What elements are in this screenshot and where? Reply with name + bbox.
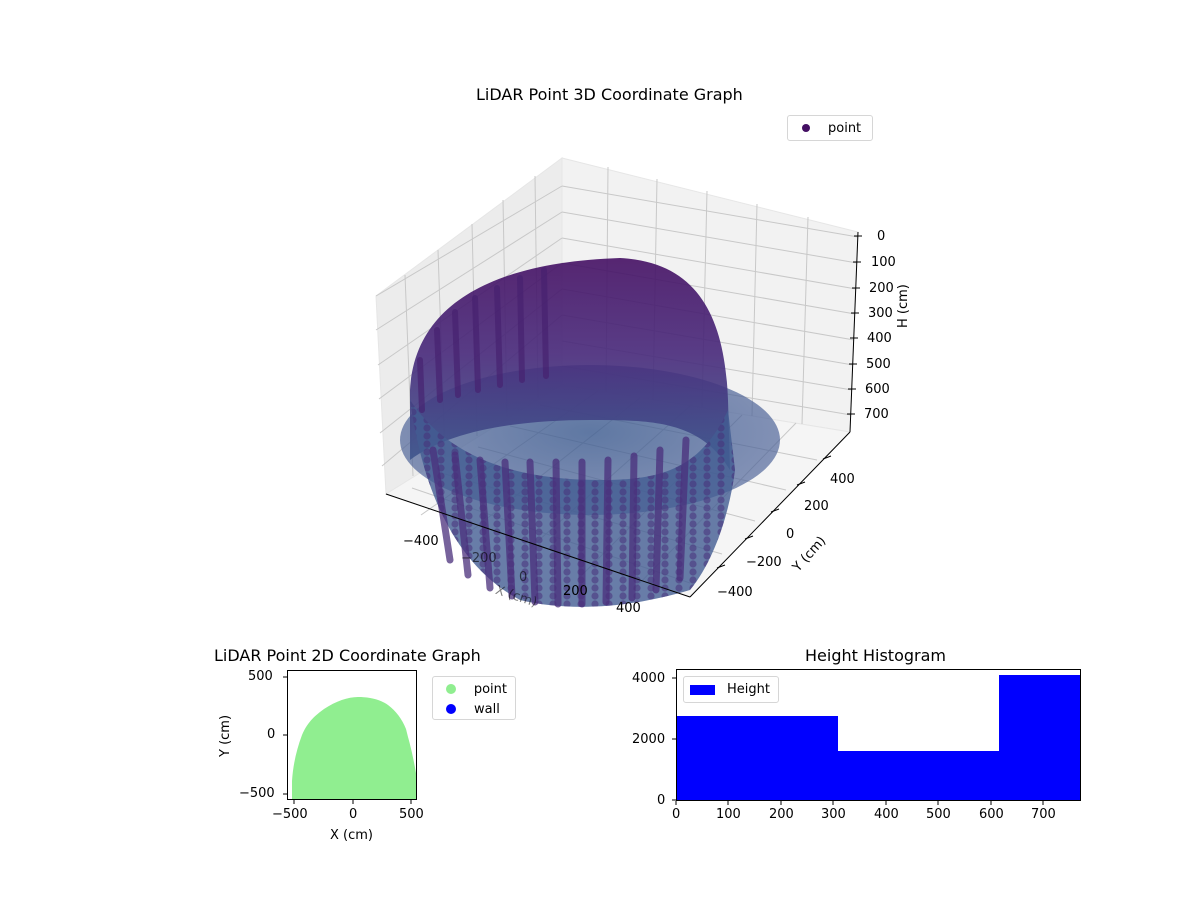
histogram-y-tick: 0 <box>657 793 666 808</box>
plot2d-axes <box>287 670 417 800</box>
plot2d-y-tick: 0 <box>267 727 276 742</box>
histogram-legend: Height <box>683 676 779 703</box>
histogram-axes <box>676 669 1081 801</box>
histogram-bar <box>677 716 838 800</box>
height-patch-icon <box>690 684 716 695</box>
plot3d-legend: point <box>787 115 873 141</box>
histogram-bar <box>999 675 1080 800</box>
plot2d-x-tick: 0 <box>349 807 358 822</box>
legend-item-wall: wall <box>433 699 515 719</box>
histogram-y-tick: 2000 <box>632 732 666 747</box>
plot2d-y-tick: −500 <box>239 786 275 801</box>
plot3d-canvas <box>375 157 862 608</box>
legend-item-point: point <box>433 679 515 699</box>
wall-marker-icon <box>446 704 456 714</box>
plot3d-point-cloud <box>400 258 780 608</box>
point-marker-icon <box>446 684 456 694</box>
plot3d-z-label: H (cm) <box>896 284 911 328</box>
histogram-bars <box>677 675 1080 800</box>
point-marker-icon <box>802 124 810 132</box>
plot3d-z-ticks <box>847 235 862 415</box>
plot2d-title: LiDAR Point 2D Coordinate Graph <box>214 646 481 665</box>
plot2d-x-tick: −500 <box>272 807 308 822</box>
plot3d-axes <box>385 231 859 598</box>
plot2d-x-label: X (cm) <box>330 828 373 843</box>
histogram-title: Height Histogram <box>805 646 946 665</box>
plot3d-title: LiDAR Point 3D Coordinate Graph <box>476 85 743 104</box>
plot2d-ticks <box>283 676 412 804</box>
plot2d-x-tick: 500 <box>399 807 424 822</box>
plot2d-legend: point wall <box>432 676 516 720</box>
plot2d-points <box>292 697 416 799</box>
plot2d-y-label: Y (cm) <box>218 714 233 757</box>
histogram-ticks <box>672 677 1044 805</box>
legend-item-height: Height <box>684 677 778 702</box>
histogram-bar <box>838 751 999 800</box>
histogram-y-tick: 4000 <box>632 671 666 686</box>
plot3d-y-ticks <box>716 455 832 569</box>
legend-item-point: point <box>788 116 872 140</box>
plot2d-y-tick: 500 <box>248 669 273 684</box>
